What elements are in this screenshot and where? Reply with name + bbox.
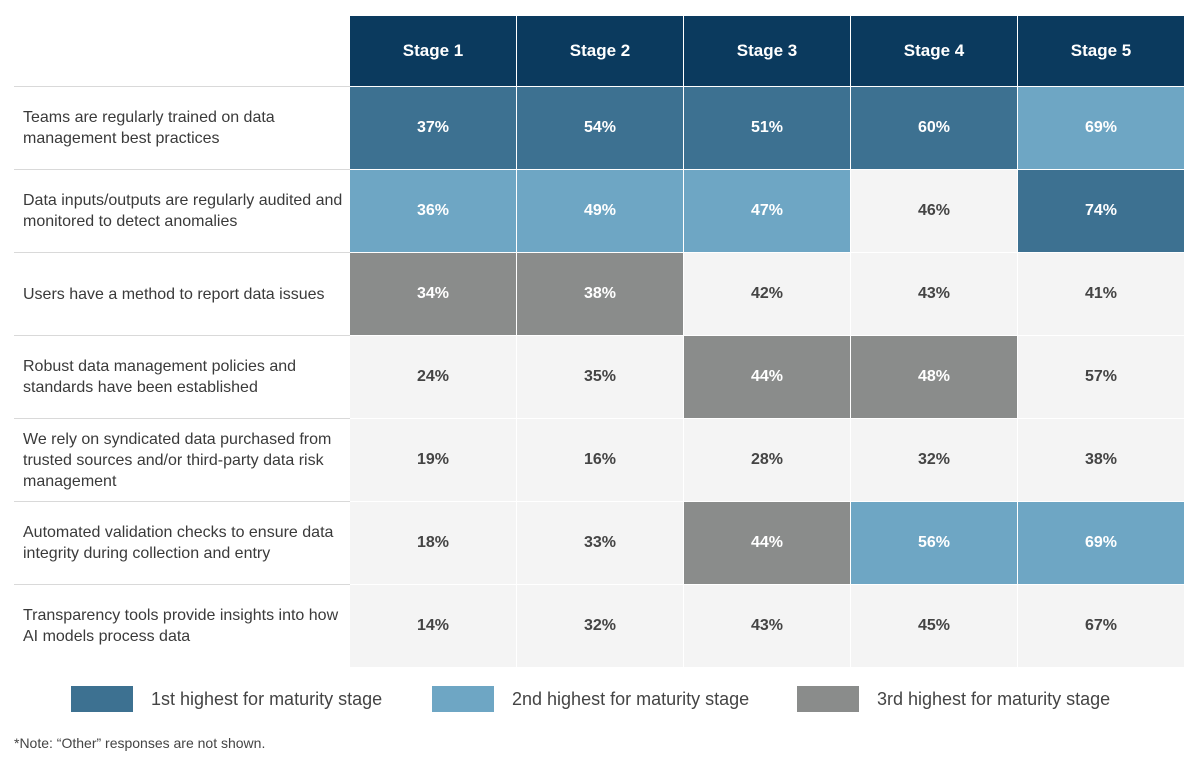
heatmap-cell: 74%: [1018, 169, 1185, 252]
heatmap-cell: 34%: [350, 252, 517, 335]
heatmap-cell: 47%: [684, 169, 851, 252]
legend-item: 2nd highest for maturity stage: [432, 686, 749, 712]
heatmap-cell: 69%: [1018, 501, 1185, 584]
heatmap-cell: 41%: [1018, 252, 1185, 335]
row-label: Automated validation checks to ensure da…: [14, 501, 350, 584]
heatmap-cell: 44%: [684, 501, 851, 584]
row-label: Transparency tools provide insights into…: [14, 584, 350, 667]
heatmap-cell: 32%: [517, 584, 684, 667]
legend-item: 3rd highest for maturity stage: [797, 686, 1110, 712]
legend-item: 1st highest for maturity stage: [71, 686, 382, 712]
column-header-stage-2: Stage 2: [517, 16, 684, 86]
heatmap-cell: 56%: [851, 501, 1018, 584]
row-label: Users have a method to report data issue…: [14, 252, 350, 335]
heatmap-cell: 43%: [851, 252, 1018, 335]
heatmap-cell: 14%: [350, 584, 517, 667]
heatmap-cell: 33%: [517, 501, 684, 584]
heatmap-cell: 42%: [684, 252, 851, 335]
heatmap-cell: 16%: [517, 418, 684, 501]
column-header-stage-5: Stage 5: [1018, 16, 1185, 86]
column-header-stage-4: Stage 4: [851, 16, 1018, 86]
row-label: Teams are regularly trained on data mana…: [14, 86, 350, 169]
heatmap-cell: 49%: [517, 169, 684, 252]
heatmap-cell: 24%: [350, 335, 517, 418]
legend-label: 2nd highest for maturity stage: [512, 688, 750, 709]
row-label: Robust data management policies and stan…: [14, 335, 350, 418]
heatmap-cell: 32%: [851, 418, 1018, 501]
heatmap-cell: 37%: [350, 86, 517, 169]
heatmap-cell: 60%: [851, 86, 1018, 169]
heatmap-cell: 43%: [684, 584, 851, 667]
heatmap-cell: 45%: [851, 584, 1018, 667]
heatmap-cell: 38%: [1018, 418, 1185, 501]
row-label: We rely on syndicated data purchased fro…: [14, 418, 350, 501]
heatmap-cell: 69%: [1018, 86, 1185, 169]
heatmap-cell: 19%: [350, 418, 517, 501]
heatmap-cell: 28%: [684, 418, 851, 501]
heatmap-cell: 44%: [684, 335, 851, 418]
row-label: Data inputs/outputs are regularly audite…: [14, 169, 350, 252]
heatmap-cell: 38%: [517, 252, 684, 335]
legend-swatch: [432, 686, 494, 712]
heatmap-cell: 57%: [1018, 335, 1185, 418]
column-header-stage-3: Stage 3: [684, 16, 851, 86]
legend-swatch: [71, 686, 133, 712]
legend-label: 3rd highest for maturity stage: [877, 688, 1111, 709]
heatmap-cell: 51%: [684, 86, 851, 169]
heatmap-cell: 67%: [1018, 584, 1185, 667]
legend-label: 1st highest for maturity stage: [151, 688, 383, 709]
heatmap-cell: 36%: [350, 169, 517, 252]
heatmap-cell: 35%: [517, 335, 684, 418]
heatmap-cell: 46%: [851, 169, 1018, 252]
heatmap-cell: 54%: [517, 86, 684, 169]
legend-swatch: [797, 686, 859, 712]
column-header-stage-1: Stage 1: [350, 16, 517, 86]
heatmap-cell: 18%: [350, 501, 517, 584]
footnote: *Note: “Other” responses are not shown.: [14, 735, 266, 751]
heatmap-cell: 48%: [851, 335, 1018, 418]
legend: 1st highest for maturity stage 2nd highes…: [0, 686, 1200, 712]
